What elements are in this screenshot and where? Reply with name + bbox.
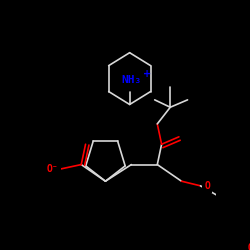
Text: O: O (248, 243, 250, 250)
Text: NH₃: NH₃ (121, 76, 142, 86)
Text: O: O (204, 181, 210, 191)
Text: +: + (144, 69, 152, 79)
Text: O⁻: O⁻ (47, 164, 58, 174)
